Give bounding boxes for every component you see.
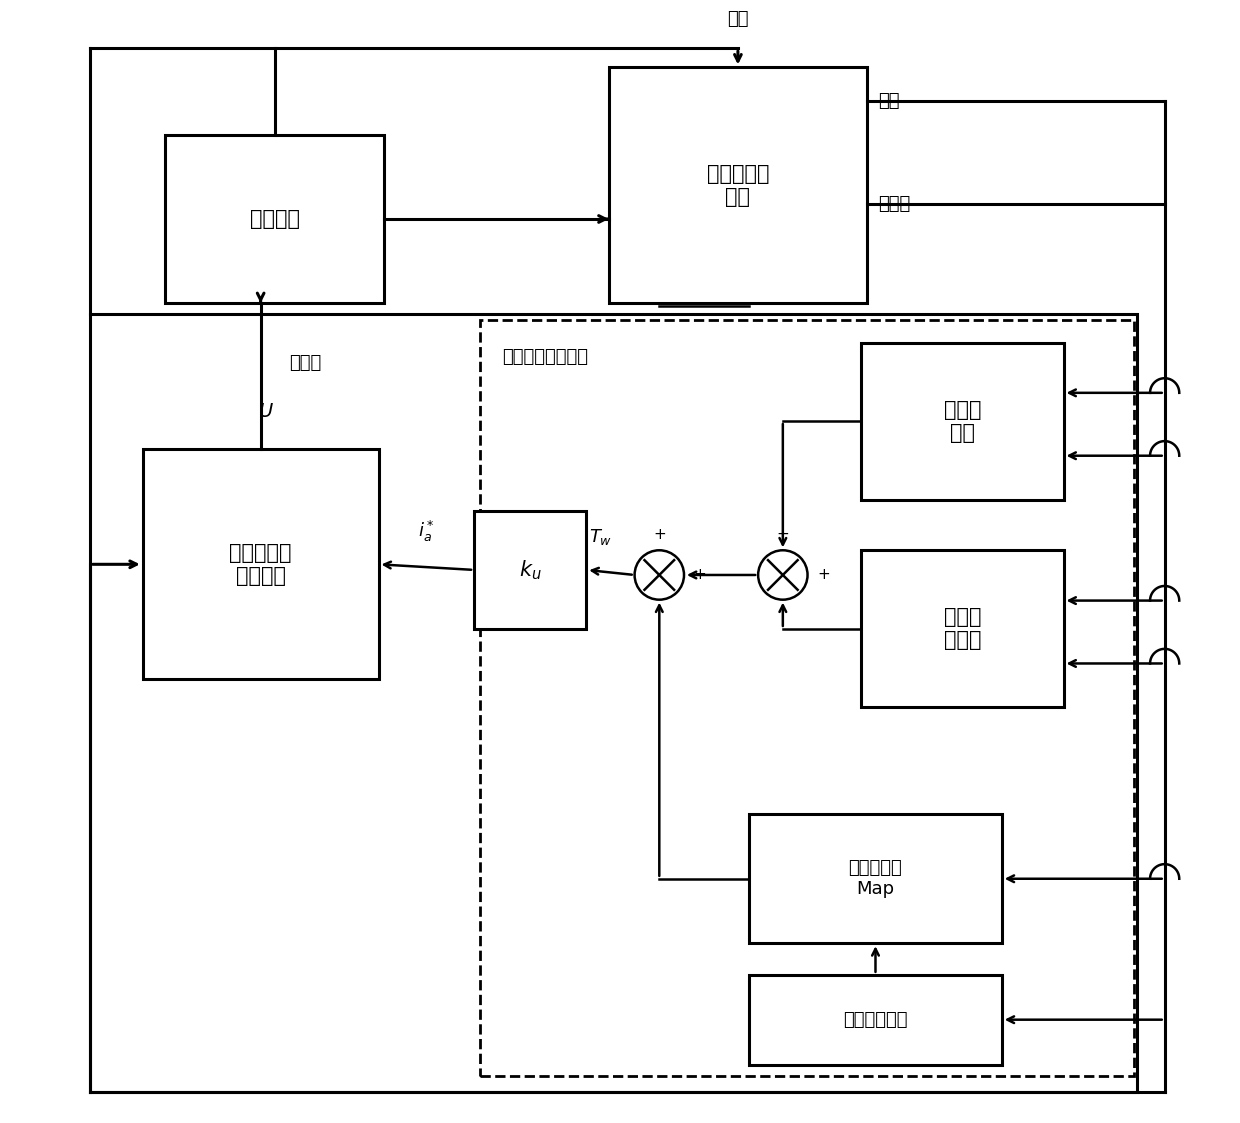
Bar — [480, 320, 1135, 1076]
Text: +: + — [817, 567, 830, 583]
Text: 机器学习模块: 机器学习模块 — [843, 1011, 908, 1029]
Bar — [165, 135, 384, 303]
Text: 角速度: 角速度 — [878, 195, 910, 213]
Text: 自适应
控制器: 自适应 控制器 — [944, 608, 981, 650]
Text: 控制器: 控制器 — [289, 354, 321, 372]
Bar — [609, 67, 867, 303]
Text: 滑模自适应控制器: 滑模自适应控制器 — [502, 348, 588, 366]
Text: 角度: 角度 — [878, 92, 900, 110]
Bar — [91, 314, 1137, 1092]
Text: +: + — [776, 527, 789, 542]
Bar — [862, 550, 1064, 707]
Bar — [749, 975, 1002, 1065]
Text: 电流: 电流 — [727, 10, 749, 28]
Text: $T_w$: $T_w$ — [589, 527, 613, 547]
Text: +: + — [693, 567, 706, 583]
Text: 机器学习表
Map: 机器学习表 Map — [848, 859, 903, 898]
Text: $i_a^*$: $i_a^*$ — [418, 519, 435, 545]
Text: 传感器测量
模块: 传感器测量 模块 — [707, 164, 769, 207]
Text: 电机系统: 电机系统 — [249, 209, 300, 229]
Text: 鲁棒控
制器: 鲁棒控 制器 — [944, 400, 981, 442]
Text: +: + — [653, 527, 666, 542]
Text: 电流环自抗
扰控制器: 电流环自抗 扰控制器 — [229, 542, 291, 586]
Bar — [862, 343, 1064, 500]
Bar — [474, 511, 587, 629]
Bar — [143, 449, 378, 679]
Text: $U$: $U$ — [258, 402, 274, 421]
Bar — [749, 814, 1002, 943]
Text: $k_u$: $k_u$ — [518, 558, 542, 582]
